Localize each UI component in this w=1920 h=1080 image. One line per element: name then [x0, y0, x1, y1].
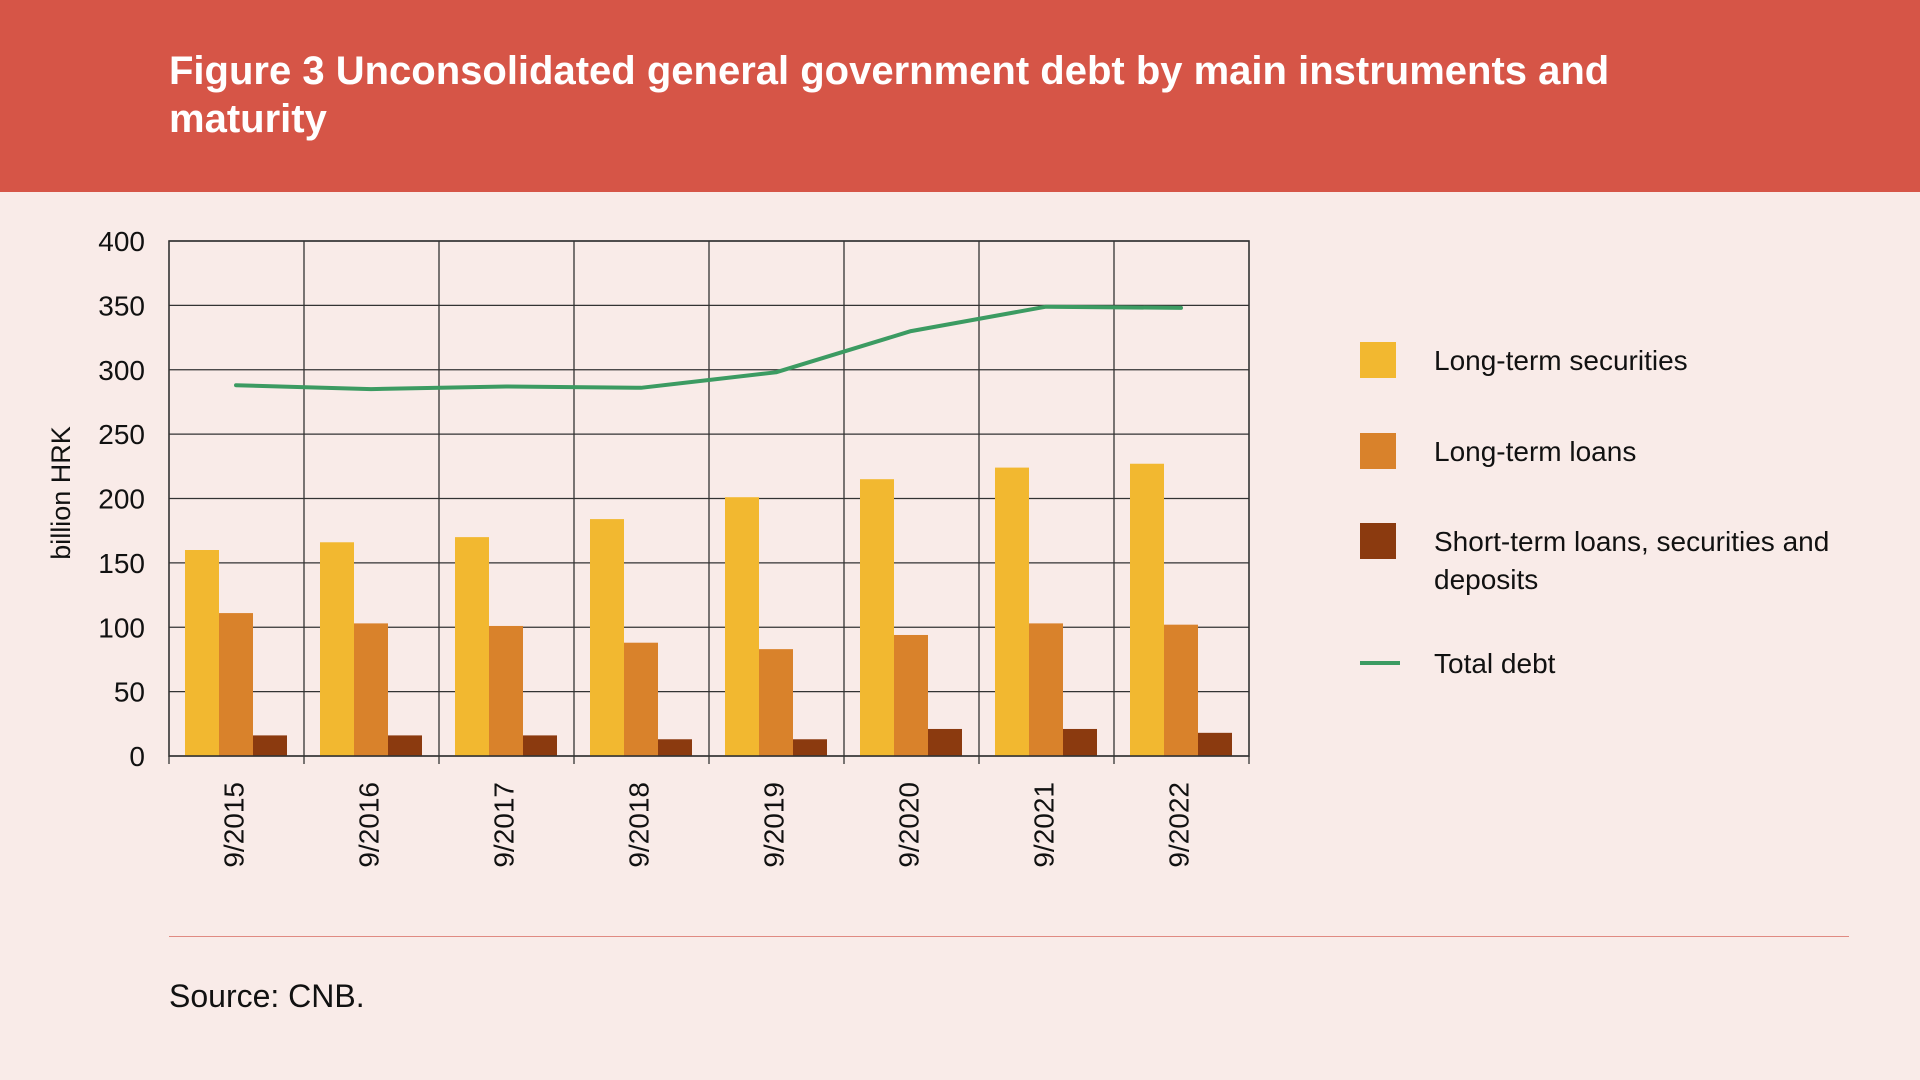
legend-long-term-loans-label: Long-term loans — [1434, 436, 1636, 467]
legend-total-debt-label: Total debt — [1434, 648, 1556, 679]
source-divider — [169, 936, 1849, 937]
bar-long-term-securities — [320, 542, 354, 756]
y-tick-label: 400 — [98, 226, 145, 257]
chart-line — [234, 304, 1183, 392]
y-tick-label: 100 — [98, 612, 145, 643]
y-tick-label: 0 — [129, 741, 145, 772]
bar-long-term-loans — [1029, 623, 1063, 756]
figure-title: Figure 3 Unconsolidated general governme… — [169, 49, 1610, 141]
bar-long-term-securities — [1130, 463, 1164, 756]
x-tick-label: 9/2016 — [354, 782, 385, 868]
x-tick-label: 9/2018 — [624, 782, 655, 868]
bar-short-term — [523, 735, 557, 756]
legend-short-term-label: Short-term loans, securities and deposits — [1434, 526, 1829, 595]
bar-long-term-loans — [219, 613, 253, 756]
bar-long-term-loans — [1164, 624, 1198, 756]
source-note: Source: CNB. — [169, 978, 365, 1014]
chart-legend: Long-term securities Long-term loans Short… — [1360, 342, 1829, 679]
x-tick-label: 9/2022 — [1164, 782, 1195, 868]
x-tick-label: 9/2020 — [894, 782, 925, 868]
bar-long-term-securities — [725, 497, 759, 756]
legend-long-term-securities-label: Long-term securities — [1434, 345, 1688, 376]
bar-short-term — [388, 735, 422, 756]
y-axis-ticks: 0 50 100 150 200 250 300 350 400 — [98, 226, 145, 772]
y-tick-label: 200 — [98, 484, 145, 515]
x-tick-label: 9/2017 — [489, 782, 520, 868]
figure-header: Figure 3 Unconsolidated general governme… — [0, 0, 1920, 192]
x-tick-label: 9/2021 — [1029, 782, 1060, 868]
line-total-debt — [234, 304, 1183, 392]
y-tick-label: 350 — [98, 290, 145, 321]
bar-short-term — [1198, 732, 1232, 756]
bar-long-term-loans — [759, 649, 793, 756]
bar-long-term-securities — [995, 467, 1029, 756]
y-tick-label: 150 — [98, 548, 145, 579]
bar-long-term-loans — [354, 623, 388, 756]
bar-long-term-securities — [860, 479, 894, 756]
bar-long-term-loans — [894, 634, 928, 756]
y-axis-label: billion HRK — [46, 426, 76, 560]
bar-long-term-loans — [624, 642, 658, 756]
y-tick-label: 300 — [98, 355, 145, 386]
bar-short-term — [928, 728, 962, 756]
bar-long-term-securities — [185, 550, 219, 756]
bar-short-term — [1063, 728, 1097, 756]
bar-long-term-securities — [590, 519, 624, 756]
bar-short-term — [793, 739, 827, 756]
x-tick-label: 9/2019 — [759, 782, 790, 868]
bar-short-term — [658, 739, 692, 756]
bar-long-term-loans — [489, 625, 523, 756]
y-tick-label: 50 — [114, 677, 145, 708]
bar-long-term-securities — [455, 537, 489, 756]
chart-bars — [185, 463, 1232, 756]
legend-long-term-securities-swatch — [1360, 342, 1396, 378]
y-tick-label: 250 — [98, 419, 145, 450]
x-axis-ticks: 9/2015 9/2016 9/2017 9/2018 9/2019 9/2020 9/20… — [168, 756, 1250, 868]
bar-short-term — [253, 735, 287, 756]
legend-long-term-loans-swatch — [1360, 433, 1396, 469]
legend-short-term-swatch — [1360, 523, 1396, 559]
x-tick-label: 9/2015 — [219, 782, 250, 868]
